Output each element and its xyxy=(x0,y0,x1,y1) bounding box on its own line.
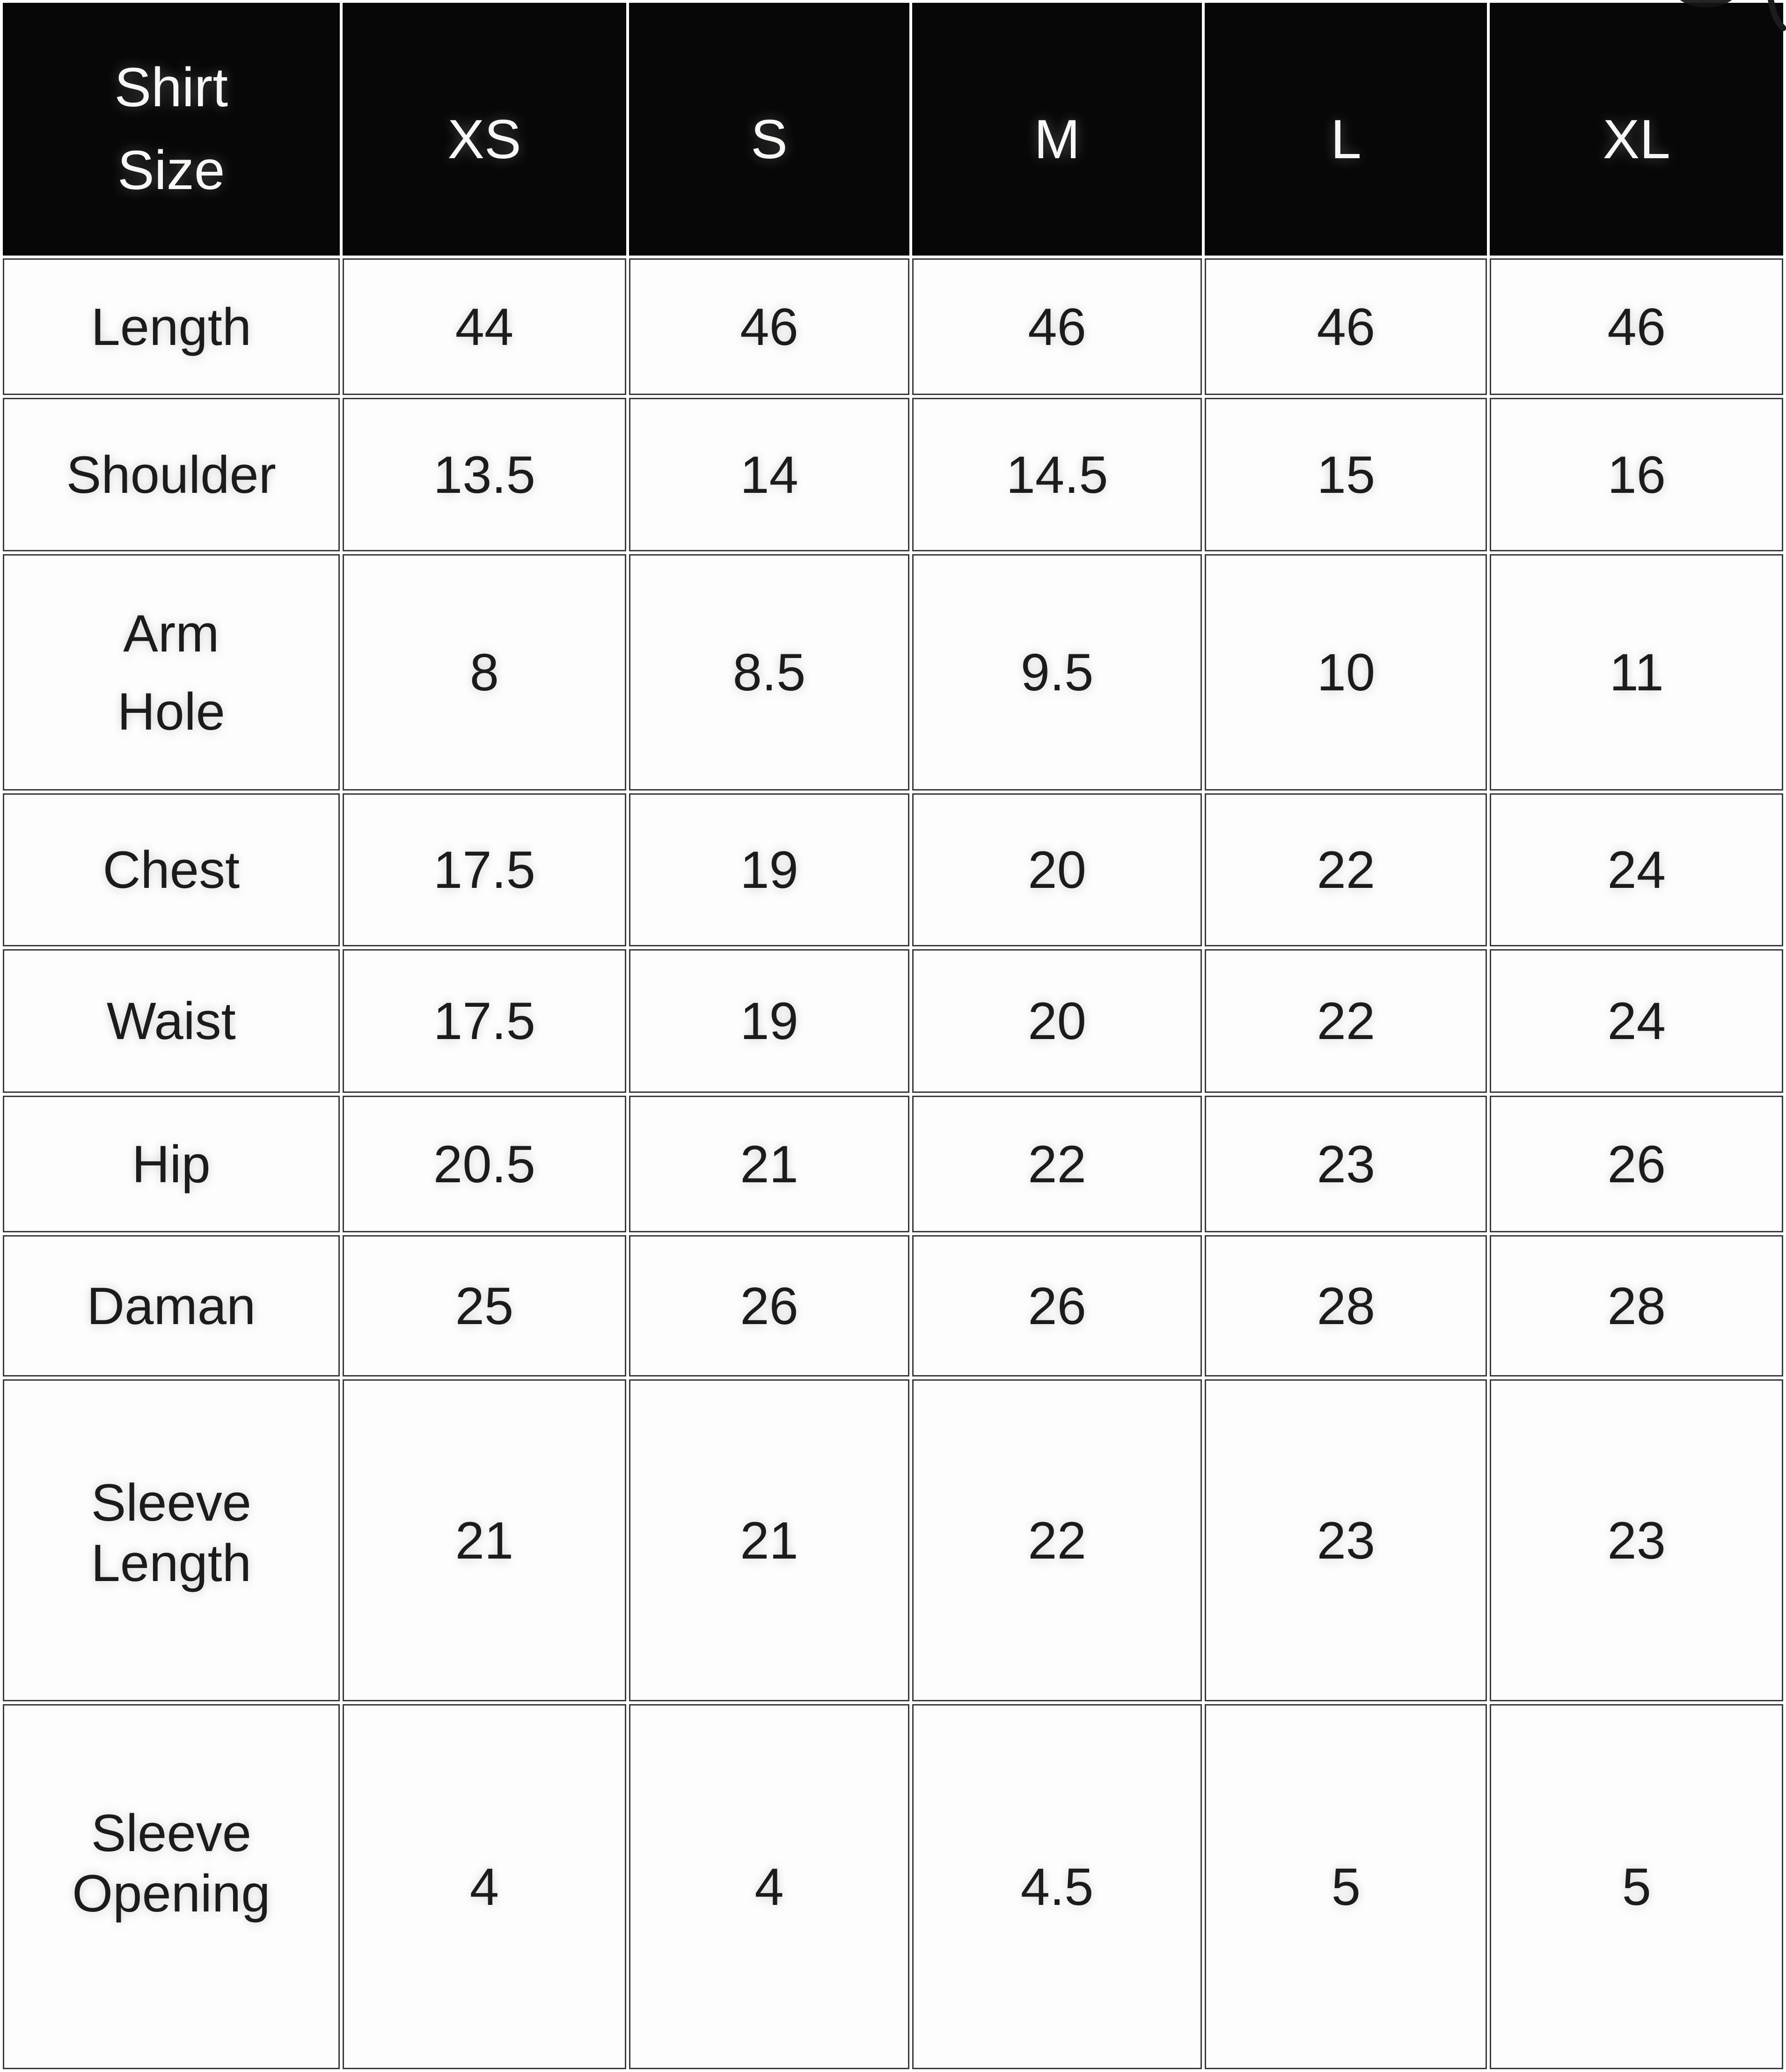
row-label-cell: Arm Hole xyxy=(3,554,340,791)
value-cell: 46 xyxy=(912,258,1202,395)
corner-label-line: Size xyxy=(117,139,225,201)
value-cell: 17.5 xyxy=(342,949,627,1093)
header-row: Shirt Size XS S M L XL xyxy=(3,3,1783,256)
value-cell: 10 xyxy=(1205,554,1487,791)
value-cell: 23 xyxy=(1205,1379,1487,1701)
value-cell: 26 xyxy=(629,1235,909,1376)
size-header-cell-l: L xyxy=(1205,3,1487,256)
value-cell: 44 xyxy=(342,258,627,395)
value-cell: 16 xyxy=(1490,398,1783,551)
table-row-waist: Waist 17.5 19 20 22 24 xyxy=(3,949,1783,1093)
value-cell: 11 xyxy=(1490,554,1783,791)
value-cell: 14 xyxy=(629,398,909,551)
value-cell: 22 xyxy=(1205,793,1487,946)
row-label-line: Daman xyxy=(87,1276,256,1335)
row-label-line: Shoulder xyxy=(66,445,276,504)
row-label-line: Sleeve xyxy=(91,1473,252,1532)
value-cell: 20 xyxy=(912,793,1202,946)
corner-label-line: Shirt xyxy=(114,57,228,118)
table-row-length: Length 44 46 46 46 46 xyxy=(3,258,1783,395)
row-label-line: Waist xyxy=(106,992,236,1050)
row-label-line: Sleeve xyxy=(91,1804,252,1862)
value-cell: 25 xyxy=(342,1235,627,1376)
value-cell: 21 xyxy=(629,1096,909,1232)
value-cell: 5 xyxy=(1205,1704,1487,2069)
row-label-cell: Sleeve Opening xyxy=(3,1704,340,2069)
row-label-line: Hip xyxy=(132,1135,211,1193)
value-cell: 24 xyxy=(1490,793,1783,946)
size-header-cell-xl: XL xyxy=(1490,3,1783,256)
value-cell: 21 xyxy=(342,1379,627,1701)
row-label-cell: Waist xyxy=(3,949,340,1093)
size-header-cell-xs: XS xyxy=(342,3,627,256)
row-label-cell: Shoulder xyxy=(3,398,340,551)
size-label: XL xyxy=(1603,108,1670,170)
row-label-line: Length xyxy=(91,1534,252,1592)
table-row-sleeve-length: Sleeve Length 21 21 22 23 23 xyxy=(3,1379,1783,1701)
value-cell: 28 xyxy=(1490,1235,1783,1376)
table-row-hip: Hip 20.5 21 22 23 26 xyxy=(3,1096,1783,1232)
row-label-cell: Length xyxy=(3,258,340,395)
row-label-line: Chest xyxy=(102,841,240,899)
value-cell: 23 xyxy=(1490,1379,1783,1701)
value-cell: 9.5 xyxy=(912,554,1202,791)
table-row-shoulder: Shoulder 13.5 14 14.5 15 16 xyxy=(3,398,1783,551)
size-label: XS xyxy=(447,108,521,170)
table-row-chest: Chest 17.5 19 20 22 24 xyxy=(3,793,1783,946)
size-label: L xyxy=(1331,108,1361,170)
value-cell: 46 xyxy=(1205,258,1487,395)
value-cell: 20 xyxy=(912,949,1202,1093)
value-cell: 22 xyxy=(912,1096,1202,1232)
value-cell: 21 xyxy=(629,1379,909,1701)
row-label-line: Arm xyxy=(123,604,220,663)
row-label-cell: Sleeve Length xyxy=(3,1379,340,1701)
table-row-sleeve-opening: Sleeve Opening 4 4 4.5 5 5 xyxy=(3,1704,1783,2069)
value-cell: 4 xyxy=(342,1704,627,2069)
value-cell: 8.5 xyxy=(629,554,909,791)
value-cell: 20.5 xyxy=(342,1096,627,1232)
row-label-cell: Daman xyxy=(3,1235,340,1376)
value-cell: 19 xyxy=(629,949,909,1093)
value-cell: 4 xyxy=(629,1704,909,2069)
size-label: M xyxy=(1034,108,1080,170)
size-label: S xyxy=(751,108,788,170)
value-cell: 5 xyxy=(1490,1704,1783,2069)
value-cell: 26 xyxy=(1490,1096,1783,1232)
row-label-line: Length xyxy=(91,297,252,356)
value-cell: 17.5 xyxy=(342,793,627,946)
row-label-line: Hole xyxy=(117,682,225,741)
value-cell: 46 xyxy=(629,258,909,395)
value-cell: 23 xyxy=(1205,1096,1487,1232)
value-cell: 13.5 xyxy=(342,398,627,551)
value-cell: 8 xyxy=(342,554,627,791)
value-cell: 4.5 xyxy=(912,1704,1202,2069)
value-cell: 22 xyxy=(1205,949,1487,1093)
value-cell: 24 xyxy=(1490,949,1783,1093)
value-cell: 14.5 xyxy=(912,398,1202,551)
size-header-cell-s: S xyxy=(629,3,909,256)
table-row-daman: Daman 25 26 26 28 28 xyxy=(3,1235,1783,1376)
table-row-arm-hole: Arm Hole 8 8.5 9.5 10 11 xyxy=(3,554,1783,791)
row-label-cell: Chest xyxy=(3,793,340,946)
size-header-cell-m: M xyxy=(912,3,1202,256)
value-cell: 46 xyxy=(1490,258,1783,395)
row-label-line: Opening xyxy=(72,1864,271,1923)
row-label-cell: Hip xyxy=(3,1096,340,1232)
value-cell: 19 xyxy=(629,793,909,946)
value-cell: 28 xyxy=(1205,1235,1487,1376)
value-cell: 26 xyxy=(912,1235,1202,1376)
value-cell: 15 xyxy=(1205,398,1487,551)
corner-cell: Shirt Size xyxy=(3,3,340,256)
value-cell: 22 xyxy=(912,1379,1202,1701)
